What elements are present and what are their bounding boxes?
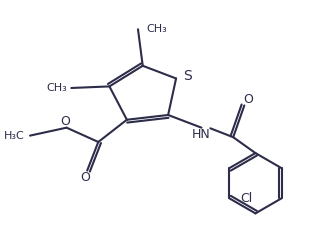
Text: CH₃: CH₃ <box>147 24 168 34</box>
Text: Cl: Cl <box>240 192 253 205</box>
Text: HN: HN <box>192 128 211 141</box>
Text: O: O <box>60 115 70 128</box>
Text: H₃C: H₃C <box>4 131 24 141</box>
Text: CH₃: CH₃ <box>47 83 67 93</box>
Text: O: O <box>243 93 253 106</box>
Text: S: S <box>183 69 192 83</box>
Text: O: O <box>81 171 91 184</box>
